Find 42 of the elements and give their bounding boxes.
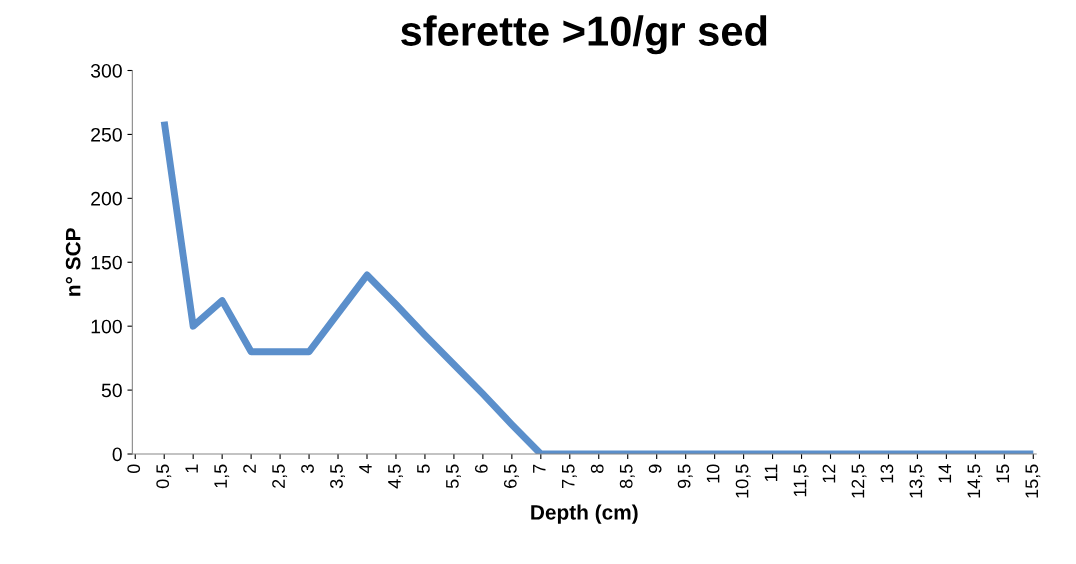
y-tick-label: 100 — [91, 319, 122, 334]
x-tick-label: 8 — [590, 464, 604, 473]
x-tick-label: 11 — [764, 464, 778, 482]
x-tick-label: 4 — [359, 464, 372, 474]
y-tick-label: 200 — [91, 191, 122, 206]
x-tick-label: 7,5 — [562, 464, 577, 488]
x-tick-label: 9,5 — [677, 464, 693, 488]
x-tick-label: 13,5 — [909, 464, 925, 498]
x-tick-label: 11,5 — [793, 464, 809, 497]
x-tick-label: 2,5 — [272, 464, 288, 488]
x-tick-label: 10,5 — [735, 464, 751, 498]
x-tick-label: 5 — [417, 464, 430, 474]
x-tick-label: 0,5 — [156, 464, 172, 489]
x-tick-label: 2 — [243, 464, 256, 473]
y-tick-label: 150 — [91, 255, 122, 270]
x-tick-label: 0 — [127, 464, 141, 474]
x-tick-label: 15,5 — [1025, 464, 1041, 498]
x-tick-label: 3,5 — [330, 464, 346, 489]
y-axis-title: n° SCP — [65, 228, 81, 296]
x-tick-label: 1,5 — [214, 464, 230, 488]
x-tick-label: 12 — [822, 464, 836, 483]
x-tick-label: 14 — [938, 464, 952, 483]
y-tick-label: 50 — [101, 383, 122, 398]
x-tick-label: 7 — [533, 464, 546, 473]
x-tick-label: 1 — [185, 464, 198, 473]
x-tick-label: 8,5 — [619, 464, 635, 489]
x-tick-label: 12,5 — [851, 464, 867, 498]
x-axis-title: Depth (cm) — [531, 504, 638, 524]
chart-title: sferette >10/gr sed — [401, 15, 767, 55]
y-tick-label: 0 — [112, 447, 122, 462]
x-tick-label: 14,5 — [967, 464, 983, 498]
x-tick-label: 6,5 — [503, 464, 519, 488]
x-tick-label: 6 — [474, 464, 488, 473]
y-tick-label: 300 — [90, 63, 122, 78]
x-tick-label: 4,5 — [388, 464, 403, 489]
x-tick-label: 3 — [301, 464, 314, 474]
x-tick-label: 13 — [880, 464, 894, 483]
y-tick-label: 250 — [91, 127, 122, 142]
x-tick-label: 5,5 — [446, 464, 461, 489]
x-tick-label: 15 — [996, 464, 1010, 483]
x-tick-label: 9 — [648, 464, 662, 473]
x-tick-label: 10 — [706, 464, 720, 483]
